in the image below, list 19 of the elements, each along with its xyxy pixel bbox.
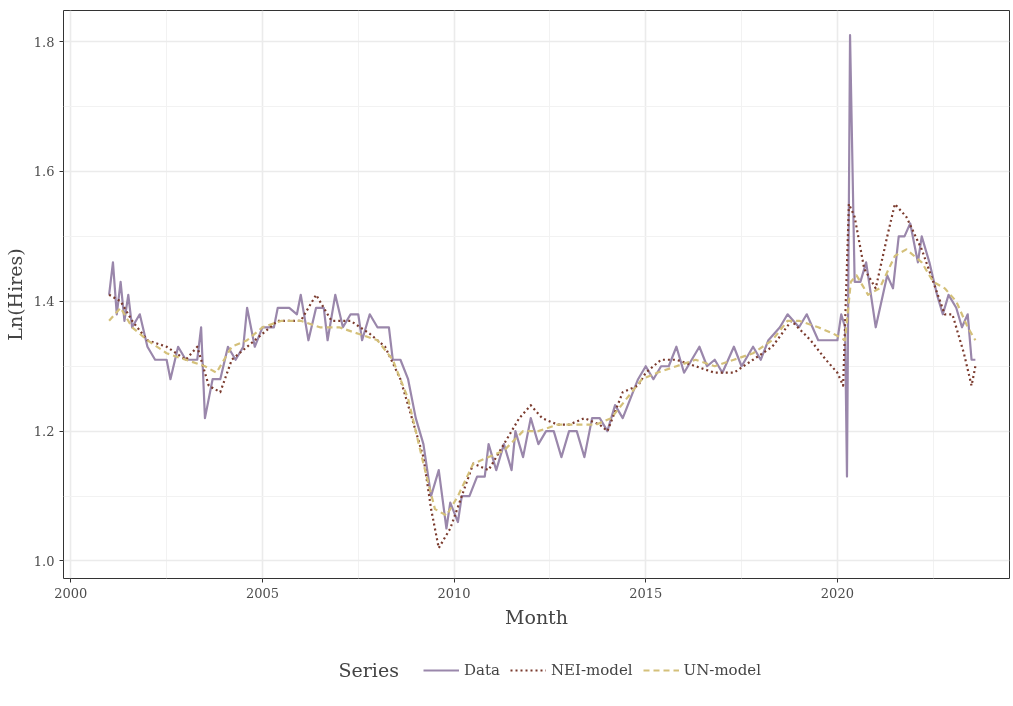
x-axis-title: Month [505, 605, 569, 628]
legend-label: UN-model [683, 661, 761, 679]
y-tick-label: 1.6 [33, 164, 55, 180]
line-series [108, 248, 977, 517]
legend-label: Data [464, 661, 500, 679]
x-tick-label: 2005 [245, 585, 279, 601]
y-tick-label: 1.0 [33, 553, 55, 569]
line-series [108, 202, 977, 550]
line-series [108, 34, 977, 530]
legend-title: Series [338, 658, 399, 681]
x-tick-label: 2015 [629, 585, 663, 601]
y-tick-label: 1.4 [33, 294, 55, 310]
y-tick-label: 1.8 [33, 34, 55, 50]
x-tick-label: 2000 [54, 585, 88, 601]
x-tick-label: 2010 [437, 585, 471, 601]
y-tick-label: 1.2 [33, 424, 55, 440]
legend-label: NEI-model [550, 661, 633, 679]
y-axis-title: Ln(Hires) [3, 248, 26, 341]
x-tick-label: 2020 [820, 585, 854, 601]
